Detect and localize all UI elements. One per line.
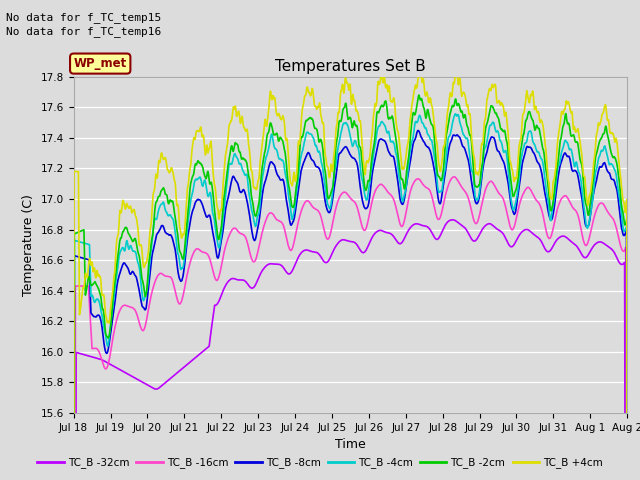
X-axis label: Time: Time (335, 438, 366, 451)
Y-axis label: Temperature (C): Temperature (C) (22, 194, 35, 296)
Legend: TC_B -32cm, TC_B -16cm, TC_B -8cm, TC_B -4cm, TC_B -2cm, TC_B +4cm: TC_B -32cm, TC_B -16cm, TC_B -8cm, TC_B … (33, 453, 607, 472)
Text: WP_met: WP_met (74, 57, 127, 70)
Title: Temperatures Set B: Temperatures Set B (275, 59, 426, 74)
Text: No data for f_TC_temp16: No data for f_TC_temp16 (6, 26, 162, 37)
Text: No data for f_TC_temp15: No data for f_TC_temp15 (6, 12, 162, 23)
